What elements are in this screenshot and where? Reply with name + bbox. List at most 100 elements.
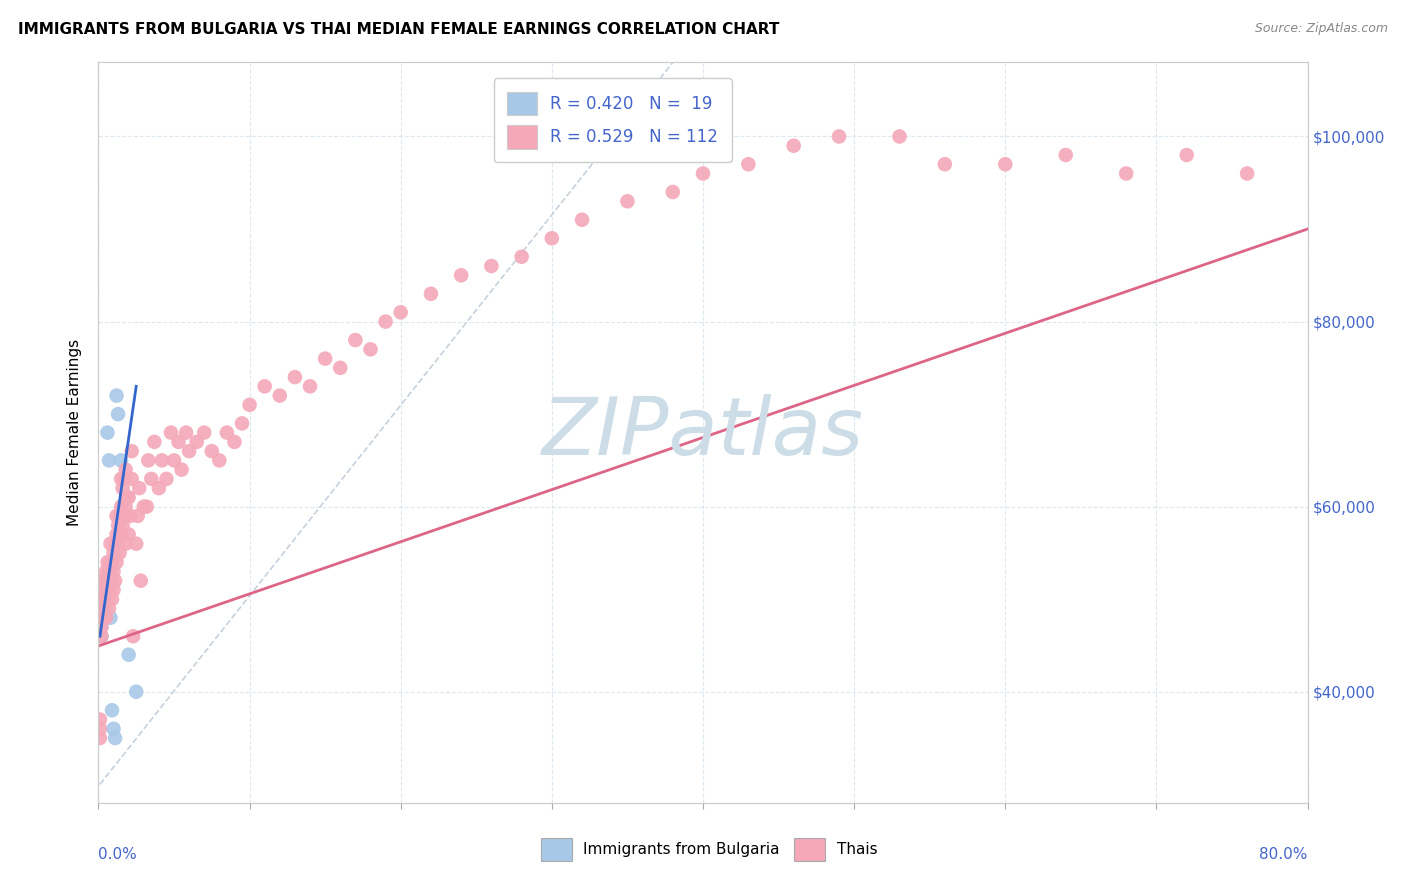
Point [90, 620, 112, 634]
Point [224, 434, 246, 449]
Point [103, 546, 125, 560]
Point [101, 703, 124, 717]
Point [125, 536, 148, 550]
Point [91, 601, 114, 615]
Point [510, 250, 533, 264]
Text: Source: ZipAtlas.com: Source: ZipAtlas.com [1254, 22, 1388, 36]
Point [150, 453, 173, 467]
Point [889, 129, 911, 144]
Point [108, 546, 131, 560]
Point [91, 592, 114, 607]
Point [112, 508, 135, 523]
Point [163, 453, 186, 467]
Point [100, 536, 122, 550]
Point [1236, 166, 1258, 180]
Point [155, 472, 177, 486]
Point [253, 379, 276, 393]
Point [93, 601, 115, 615]
Point [96, 555, 118, 569]
Text: ZIPatlas: ZIPatlas [541, 393, 865, 472]
Point [1115, 166, 1137, 180]
Point [105, 527, 128, 541]
Point [112, 472, 135, 486]
Point [104, 536, 127, 550]
Point [111, 481, 134, 495]
Point [481, 259, 503, 273]
Point [91, 610, 114, 624]
Point [737, 157, 759, 171]
Point [98, 453, 121, 467]
Point [94, 565, 117, 579]
Point [108, 508, 131, 523]
Point [105, 388, 128, 402]
Point [100, 555, 122, 569]
Point [93, 592, 115, 607]
Point [122, 629, 145, 643]
Text: 0.0%: 0.0% [98, 847, 138, 863]
Point [141, 472, 163, 486]
Point [110, 500, 132, 514]
Point [101, 555, 124, 569]
Point [186, 434, 208, 449]
Point [616, 194, 638, 209]
Point [94, 582, 117, 597]
Y-axis label: Median Female Earnings: Median Female Earnings [67, 339, 83, 526]
Point [94, 592, 117, 607]
Point [129, 574, 152, 588]
Point [98, 565, 121, 579]
Point [121, 472, 143, 486]
Legend: R = 0.420   N =  19, R = 0.529   N = 112: R = 0.420 N = 19, R = 0.529 N = 112 [494, 78, 731, 162]
Point [1175, 148, 1198, 162]
Point [571, 212, 593, 227]
Point [828, 129, 851, 144]
Point [103, 582, 125, 597]
Point [114, 500, 136, 514]
Point [91, 592, 114, 607]
Point [994, 157, 1017, 171]
Point [128, 481, 150, 495]
Point [98, 601, 121, 615]
Point [100, 610, 122, 624]
Point [135, 500, 157, 514]
Point [934, 157, 956, 171]
Point [329, 360, 352, 375]
Point [299, 379, 322, 393]
Point [170, 462, 193, 476]
Point [93, 610, 115, 624]
Point [96, 425, 118, 440]
Point [94, 610, 117, 624]
Point [118, 527, 141, 541]
Point [143, 434, 166, 449]
Point [450, 268, 472, 283]
Point [661, 185, 683, 199]
Point [148, 481, 170, 495]
FancyBboxPatch shape [794, 838, 825, 861]
Point [783, 138, 806, 153]
Point [136, 453, 159, 467]
Point [174, 425, 197, 440]
Point [201, 444, 224, 458]
Point [89, 592, 111, 607]
Point [208, 453, 231, 467]
Point [103, 565, 125, 579]
Point [110, 453, 132, 467]
Text: Immigrants from Bulgaria: Immigrants from Bulgaria [583, 842, 780, 857]
Point [179, 444, 201, 458]
Point [284, 370, 307, 384]
Text: Thais: Thais [837, 842, 877, 857]
Point [89, 722, 111, 736]
Point [314, 351, 336, 366]
Point [107, 407, 129, 421]
Point [94, 582, 117, 597]
Text: IMMIGRANTS FROM BULGARIA VS THAI MEDIAN FEMALE EARNINGS CORRELATION CHART: IMMIGRANTS FROM BULGARIA VS THAI MEDIAN … [18, 22, 780, 37]
Point [215, 425, 238, 440]
Point [344, 333, 367, 347]
Point [239, 398, 262, 412]
Point [104, 731, 127, 745]
Point [93, 582, 115, 597]
Point [91, 574, 114, 588]
Point [110, 527, 132, 541]
Point [389, 305, 412, 319]
Point [89, 731, 111, 745]
Point [93, 574, 115, 588]
